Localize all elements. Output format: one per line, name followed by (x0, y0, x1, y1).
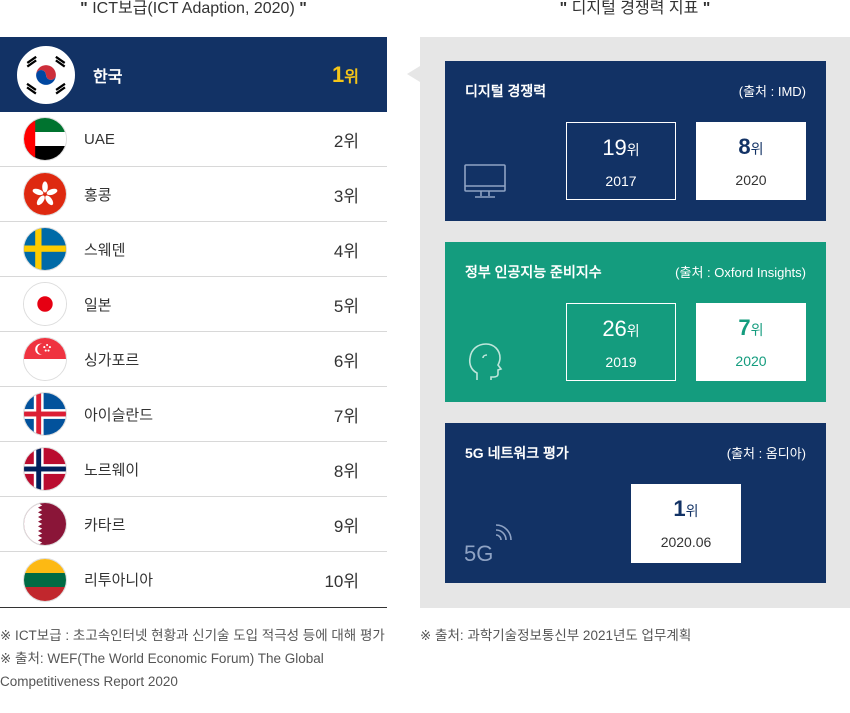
country-name: UAE (84, 130, 115, 148)
rank-value: 3위 (333, 186, 359, 206)
rank-year: 2017 (605, 173, 637, 189)
rank-value: 7위 (333, 406, 359, 426)
rank-year: 2020 (735, 172, 767, 188)
rank-box-2020: 7위 2020 (696, 303, 806, 381)
card-source: (출처 : 옴디아) (726, 446, 806, 461)
hong-kong-flag-icon (23, 172, 67, 216)
left-section-title: " ICT보급(ICT Adaption, 2020) " (0, 0, 387, 22)
country-name: 싱가포르 (84, 351, 140, 369)
country-name: 카타르 (84, 516, 126, 534)
monitor-icon (463, 159, 509, 203)
open-quote: " (559, 0, 568, 17)
south-korea-flag-icon (17, 45, 75, 104)
card-source: (출처 : Oxford Insights) (675, 265, 806, 280)
norway-flag-icon (23, 447, 67, 491)
card-title: 디지털 경쟁력 (465, 83, 547, 99)
iceland-flag-icon (23, 392, 67, 436)
uae-flag-icon (23, 117, 67, 161)
rank-value: 8위 (333, 461, 359, 481)
footnote-ict-definition: ※ ICT보급 : 초고속인터넷 현황과 신기술 도입 적극성 등에 대해 평가 (0, 628, 385, 643)
ranking-row-1: 한국 1위 (0, 37, 387, 112)
rank-value: 1위 (673, 496, 699, 521)
rank-value: 4위 (333, 241, 359, 261)
country-name: 일본 (84, 296, 112, 314)
country-name: 아이슬란드 (84, 406, 154, 424)
rank-value: 10위 (324, 572, 359, 591)
open-quote: " (80, 0, 88, 17)
qatar-flag-icon (23, 502, 67, 546)
rank-year: 2020 (735, 353, 767, 369)
left-title-text: ICT보급(ICT Adaption, 2020) (92, 0, 295, 17)
rank-box-2020: 8위 2020 (696, 122, 806, 200)
country-name: 리투아니아 (84, 572, 154, 589)
rank-value: 7위 (738, 315, 764, 340)
left-footnotes: ※ ICT보급 : 초고속인터넷 현황과 신기술 도입 적극성 등에 대해 평가… (0, 624, 395, 693)
ai-readiness-card: 정부 인공지능 준비지수 (출처 : Oxford Insights) 26위 … (445, 242, 826, 402)
ranking-row-5: 일본 5위 (0, 277, 387, 332)
svg-text:5G: 5G (464, 541, 493, 565)
rank-value: 5위 (333, 296, 359, 316)
close-quote: " (702, 0, 711, 17)
head-profile-icon (463, 340, 509, 384)
ranking-row-6: 싱가포르 6위 (0, 332, 387, 387)
right-footnote-source: ※ 출처: 과학기술정보통신부 2021년도 업무계획 (420, 628, 692, 643)
right-title-text: 디지털 경쟁력 지표 (571, 0, 699, 17)
rank-value: 6위 (333, 351, 359, 371)
footnote-source: ※ 출처: WEF(The World Economic Forum) The … (0, 651, 324, 689)
panel-pointer-arrow (407, 66, 420, 82)
ranking-row-2: UAE 2위 (0, 112, 387, 167)
rank-year: 2019 (605, 354, 637, 370)
rank-box-2017: 19위 2017 (566, 122, 676, 200)
ranking-row-10: 리투아니아 10위 (0, 552, 387, 607)
ranking-row-9: 카타르 9위 (0, 497, 387, 552)
ranking-row-7: 아이슬란드 7위 (0, 387, 387, 442)
ict-ranking-table: 한국 1위 UAE 2위 (0, 37, 387, 608)
ranking-row-3: 홍콩 3위 (0, 167, 387, 222)
sweden-flag-icon (23, 227, 67, 271)
5g-signal-icon: 5G (463, 521, 513, 565)
card-source: (출처 : IMD) (738, 84, 806, 99)
country-name: 홍콩 (84, 186, 112, 204)
rank-box-2020-06: 1위 2020.06 (631, 484, 741, 563)
rank-value: 2위 (333, 131, 359, 151)
ranking-row-4: 스웨덴 4위 (0, 222, 387, 277)
rank-value: 19위 (602, 135, 640, 160)
rank-box-2019: 26위 2019 (566, 303, 676, 381)
country-name: 노르웨이 (84, 461, 140, 479)
right-section-title: " 디지털 경쟁력 지표 " (420, 0, 850, 22)
card-title: 5G 네트워크 평가 (465, 445, 569, 461)
country-name: 스웨덴 (84, 241, 126, 259)
ranking-row-8: 노르웨이 8위 (0, 442, 387, 497)
rank-value: 1위 (332, 61, 359, 87)
card-title: 정부 인공지능 준비지수 (465, 264, 602, 280)
country-name: 한국 (93, 68, 123, 86)
lithuania-flag-icon (23, 557, 67, 602)
japan-flag-icon (23, 282, 67, 326)
5g-network-card: 5G 네트워크 평가 (출처 : 옴디아) 5G 1위 2020.06 (445, 423, 826, 583)
singapore-flag-icon (23, 337, 67, 381)
close-quote: " (299, 0, 307, 17)
rank-year: 2020.06 (660, 534, 712, 550)
digital-competitiveness-card: 디지털 경쟁력 (출처 : IMD) 19위 2017 8위 2020 (445, 61, 826, 221)
rank-value: 8위 (738, 134, 764, 159)
rank-value: 9위 (333, 516, 359, 536)
rank-value: 26위 (602, 316, 640, 341)
